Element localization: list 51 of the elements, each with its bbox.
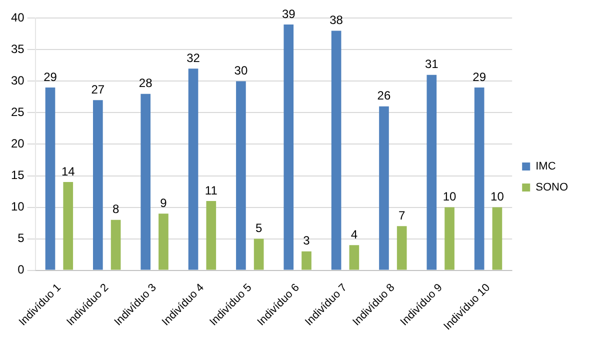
bar [474, 88, 484, 270]
bar [206, 200, 216, 270]
bar [426, 74, 437, 270]
y-tick-label: 20 [10, 136, 25, 151]
bar [140, 94, 151, 270]
y-tick-label: 25 [10, 105, 25, 120]
y-tick-label: 30 [10, 74, 25, 88]
bar [63, 182, 74, 270]
bar [379, 106, 389, 270]
data-label: 32 [186, 50, 200, 65]
legend-label: SONO [536, 182, 568, 194]
y-tick-label: 40 [10, 10, 25, 25]
bar [492, 207, 502, 270]
data-label: 38 [330, 13, 344, 28]
data-label: 30 [234, 64, 248, 78]
y-tick-label: 5 [18, 231, 25, 246]
bar [349, 245, 360, 270]
bar [236, 81, 246, 270]
data-label: 8 [112, 202, 120, 216]
bar [444, 207, 454, 270]
data-label: 7 [398, 208, 406, 222]
data-label: 4 [350, 227, 358, 242]
data-label: 14 [61, 164, 76, 178]
data-label: 31 [424, 57, 439, 72]
y-tick-label: 35 [10, 42, 25, 56]
bar [254, 238, 264, 270]
data-label: 29 [472, 70, 486, 84]
bar [302, 251, 312, 270]
data-label: 29 [44, 70, 58, 84]
bar [284, 24, 294, 270]
data-label: 9 [160, 196, 168, 210]
data-label: 10 [442, 190, 457, 204]
data-label: 39 [282, 6, 296, 21]
bar [93, 100, 103, 270]
y-tick-label: 15 [10, 168, 25, 182]
bar [188, 68, 198, 270]
data-label: 10 [490, 190, 504, 204]
data-label: 26 [377, 88, 391, 103]
data-label: 11 [204, 183, 218, 198]
bar [396, 226, 407, 270]
legend-label: IMC [536, 160, 556, 173]
data-label: 28 [138, 76, 153, 90]
bar [45, 88, 56, 270]
y-tick-label: 0 [18, 262, 25, 277]
bar [331, 30, 342, 270]
data-label: 5 [255, 221, 262, 236]
data-label: 3 [303, 234, 310, 248]
y-tick-label: 10 [10, 200, 25, 214]
bar [158, 214, 168, 270]
data-label: 27 [91, 82, 105, 96]
bar [110, 220, 121, 270]
